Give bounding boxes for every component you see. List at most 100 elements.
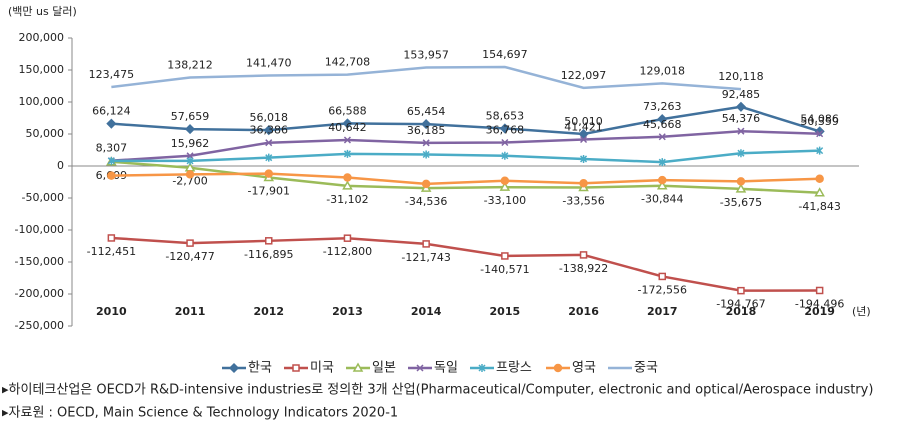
x-tick-label: 2017 [647, 305, 678, 318]
data-label: 58,653 [486, 109, 525, 122]
data-label: 66,124 [92, 105, 131, 118]
data-label: 36,386 [250, 124, 289, 137]
marker [265, 139, 273, 147]
marker [735, 183, 747, 193]
data-label: -34,536 [405, 195, 447, 208]
marker [342, 180, 353, 190]
data-label: 54,086 [800, 112, 839, 125]
marker [815, 174, 824, 184]
legend-marker [228, 362, 240, 374]
data-label: 36,768 [486, 123, 525, 136]
data-label: 65,454 [407, 105, 446, 118]
marker [343, 173, 352, 182]
data-label: 36,185 [407, 124, 446, 137]
x-unit-label: (년) [852, 305, 871, 318]
data-label: -120,477 [165, 250, 214, 263]
marker [185, 170, 195, 179]
legend-marker [292, 364, 300, 372]
data-label: -194,767 [716, 298, 765, 311]
data-label: 142,708 [325, 56, 371, 69]
data-label: -2,700 [172, 175, 207, 188]
marker [264, 169, 273, 178]
legend-label: 프랑스 [496, 361, 532, 376]
legend-marker [352, 362, 364, 372]
marker [737, 149, 745, 158]
data-label: -31,102 [326, 193, 368, 206]
x-tick-label: 2019 [804, 305, 835, 318]
data-label: -172,556 [638, 283, 687, 296]
marker [342, 118, 353, 129]
data-label: 129,018 [640, 64, 686, 77]
marker [184, 124, 196, 135]
x-tick-label: 2012 [253, 305, 284, 318]
marker [106, 118, 117, 129]
marker [816, 130, 824, 138]
y-tick-label: 50,000 [26, 127, 65, 140]
marker [501, 252, 509, 260]
y-axis-label: (백만 us 달러) [8, 5, 77, 18]
data-label: 141,470 [246, 56, 292, 69]
marker [499, 123, 510, 134]
marker [107, 234, 116, 242]
marker [737, 127, 745, 135]
marker [814, 126, 825, 137]
data-label: 40,642 [328, 121, 367, 134]
marker [265, 153, 273, 162]
series-line [111, 105, 821, 136]
data-label: 56,018 [250, 111, 289, 124]
marker [656, 180, 668, 190]
y-tick-label: -250,000 [15, 319, 64, 332]
data-label: 66,588 [328, 104, 367, 117]
data-label: 138,212 [167, 59, 213, 72]
marker [814, 187, 825, 197]
data-label: -30,844 [641, 193, 683, 206]
data-label: 153,957 [403, 48, 449, 61]
marker [107, 171, 116, 180]
y-tick-label: 150,000 [19, 63, 65, 76]
data-label: -33,556 [562, 194, 604, 207]
series-line [111, 65, 742, 91]
data-label: 15,962 [171, 137, 210, 150]
series-line [111, 129, 820, 162]
marker [422, 240, 430, 248]
data-label: -112,451 [87, 245, 136, 258]
marker [186, 239, 194, 247]
data-label: 123,475 [89, 68, 135, 81]
data-label: -194,496 [795, 297, 844, 310]
marker [343, 149, 351, 158]
marker [735, 101, 747, 112]
data-label: 54,376 [722, 112, 761, 125]
y-tick-label: -50,000 [22, 191, 64, 204]
marker [343, 234, 352, 242]
series-line [111, 172, 820, 186]
marker [263, 125, 274, 136]
legend-label: 미국 [310, 361, 334, 376]
data-label: 120,118 [718, 70, 764, 83]
marker [658, 133, 666, 141]
data-label: -41,843 [798, 200, 840, 213]
marker [422, 150, 430, 159]
marker [580, 135, 588, 144]
marker [658, 158, 666, 167]
data-label: 57,659 [171, 110, 210, 123]
data-label: 154,697 [482, 48, 528, 61]
series-line [111, 149, 820, 164]
note: ▸자료원 : OECD, Main Science & Technology I… [2, 406, 398, 421]
data-label: 73,263 [643, 100, 682, 113]
data-label: -140,571 [480, 263, 529, 276]
data-label: -33,100 [484, 194, 526, 207]
y-tick-label: -100,000 [15, 223, 64, 236]
marker [343, 136, 351, 144]
y-tick-label: 100,000 [19, 95, 65, 108]
series-line [111, 236, 820, 292]
x-tick-label: 2015 [490, 305, 521, 318]
data-label: 122,097 [561, 69, 607, 82]
data-label: 50,359 [800, 115, 839, 128]
marker [815, 286, 824, 295]
marker [422, 139, 430, 147]
data-label: -116,895 [244, 248, 293, 261]
data-label: 8,307 [96, 142, 128, 155]
legend-marker [553, 363, 563, 373]
marker [186, 156, 194, 165]
data-label: 45,668 [643, 118, 682, 131]
